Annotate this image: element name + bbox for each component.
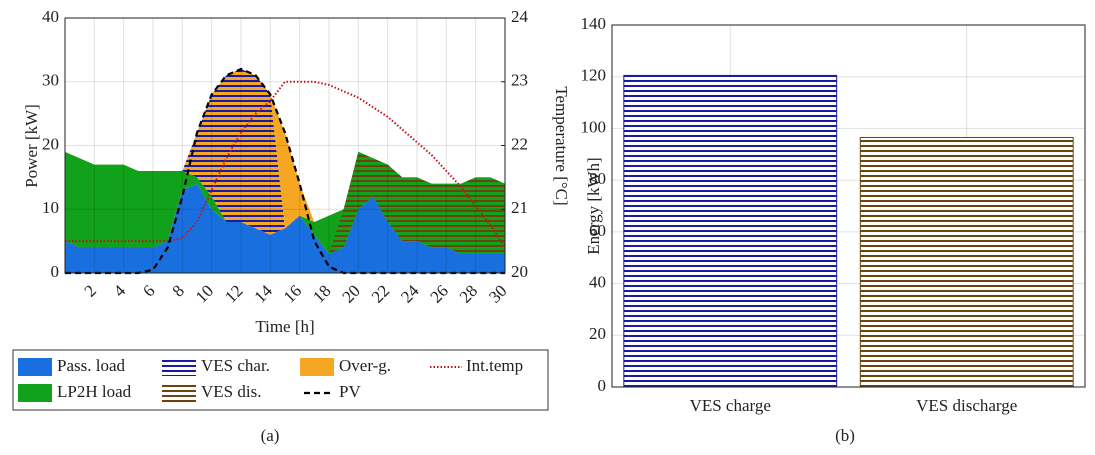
plot-frame [611,24,1086,388]
x-tick-label: 26 [426,281,451,306]
legend-box [12,349,549,411]
x-tick-label: 16 [280,281,305,306]
x-tick-label: 30 [485,281,510,306]
x-tick-label: 4 [110,281,130,301]
caption: (b) [835,426,855,445]
x-tick-label: 24 [397,281,423,307]
y-tick-label: 10 [42,198,59,217]
line [65,80,506,249]
y-tick-label: 20 [589,324,606,343]
x-tick-label: 18 [309,281,334,306]
y-tick-label: 0 [51,262,60,281]
x-tick-label: 10 [192,281,217,306]
x-tick-label: 14 [250,281,276,307]
y-tick-label: 140 [581,14,607,33]
legend-label: LP2H load [57,382,132,401]
y-tick-label: 30 [42,71,59,90]
legend-label: VES char. [201,356,270,375]
y-tick-label: 0 [598,376,607,395]
y2-axis-label: Temperature [°C] [552,86,571,205]
x-tick-label: 28 [456,281,481,306]
x-tick-label: 2 [80,281,99,300]
legend-swatch [162,384,196,402]
x-tick-label: 6 [139,281,158,300]
caption: (a) [261,426,280,445]
y-tick-label: 40 [42,7,59,26]
x-tick-label: VES charge [690,396,771,415]
legend-swatch [18,384,52,402]
legend-label: Over-g. [339,356,391,375]
y-tick-label: 80 [589,169,606,188]
legend-swatch [162,358,196,376]
y2-tick-label: 24 [511,7,529,26]
legend-label: VES dis. [201,382,261,401]
y-axis-label: Energy [kWh] [584,157,603,254]
legend-label: PV [339,382,361,401]
x-axis-label: Time [h] [255,317,314,336]
legend-label: Int.temp [466,356,523,375]
x-tick-label: 20 [338,281,363,306]
y-tick-label: 120 [581,66,607,85]
y2-tick-label: 21 [511,198,528,217]
y2-tick-label: 22 [511,134,528,153]
y2-tick-label: 20 [511,262,528,281]
y-axis-label: Power [kW] [22,104,41,188]
area [65,69,505,229]
y-tick-label: 60 [589,221,606,240]
x-tick-label: 12 [221,281,246,306]
x-tick-label: 22 [368,281,393,306]
bar [623,74,838,388]
legend-swatch [18,358,52,376]
y-tick-label: 20 [42,134,59,153]
bar [859,136,1074,388]
y2-tick-label: 23 [511,71,528,90]
legend-swatch [300,358,334,376]
y-tick-label: 40 [589,272,606,291]
x-tick-label: VES discharge [916,396,1017,415]
x-tick-label: 8 [168,281,187,300]
legend-label: Pass. load [57,356,126,375]
y-tick-label: 100 [581,117,607,136]
area [65,151,505,254]
